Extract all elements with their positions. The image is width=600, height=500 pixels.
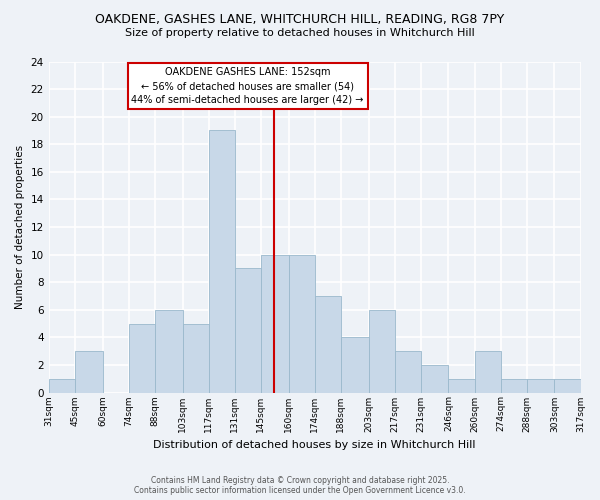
Bar [475,351,500,393]
Bar [49,378,75,392]
Bar [128,324,155,392]
Text: Size of property relative to detached houses in Whitchurch Hill: Size of property relative to detached ho… [125,28,475,38]
X-axis label: Distribution of detached houses by size in Whitchurch Hill: Distribution of detached houses by size … [154,440,476,450]
Bar [500,378,527,392]
Y-axis label: Number of detached properties: Number of detached properties [15,145,25,309]
Bar [554,378,581,392]
Bar [235,268,260,392]
Text: OAKDENE, GASHES LANE, WHITCHURCH HILL, READING, RG8 7PY: OAKDENE, GASHES LANE, WHITCHURCH HILL, R… [95,12,505,26]
Bar [341,338,368,392]
Bar [527,378,554,392]
Bar [289,254,314,392]
Bar [209,130,235,392]
Bar [260,254,289,392]
Bar [421,365,448,392]
Text: Contains HM Land Registry data © Crown copyright and database right 2025.
Contai: Contains HM Land Registry data © Crown c… [134,476,466,495]
Bar [314,296,341,392]
Bar [395,351,421,393]
Text: OAKDENE GASHES LANE: 152sqm
← 56% of detached houses are smaller (54)
44% of sem: OAKDENE GASHES LANE: 152sqm ← 56% of det… [131,67,364,105]
Bar [368,310,395,392]
Bar [75,351,103,393]
Bar [155,310,182,392]
Bar [448,378,475,392]
Bar [182,324,209,392]
